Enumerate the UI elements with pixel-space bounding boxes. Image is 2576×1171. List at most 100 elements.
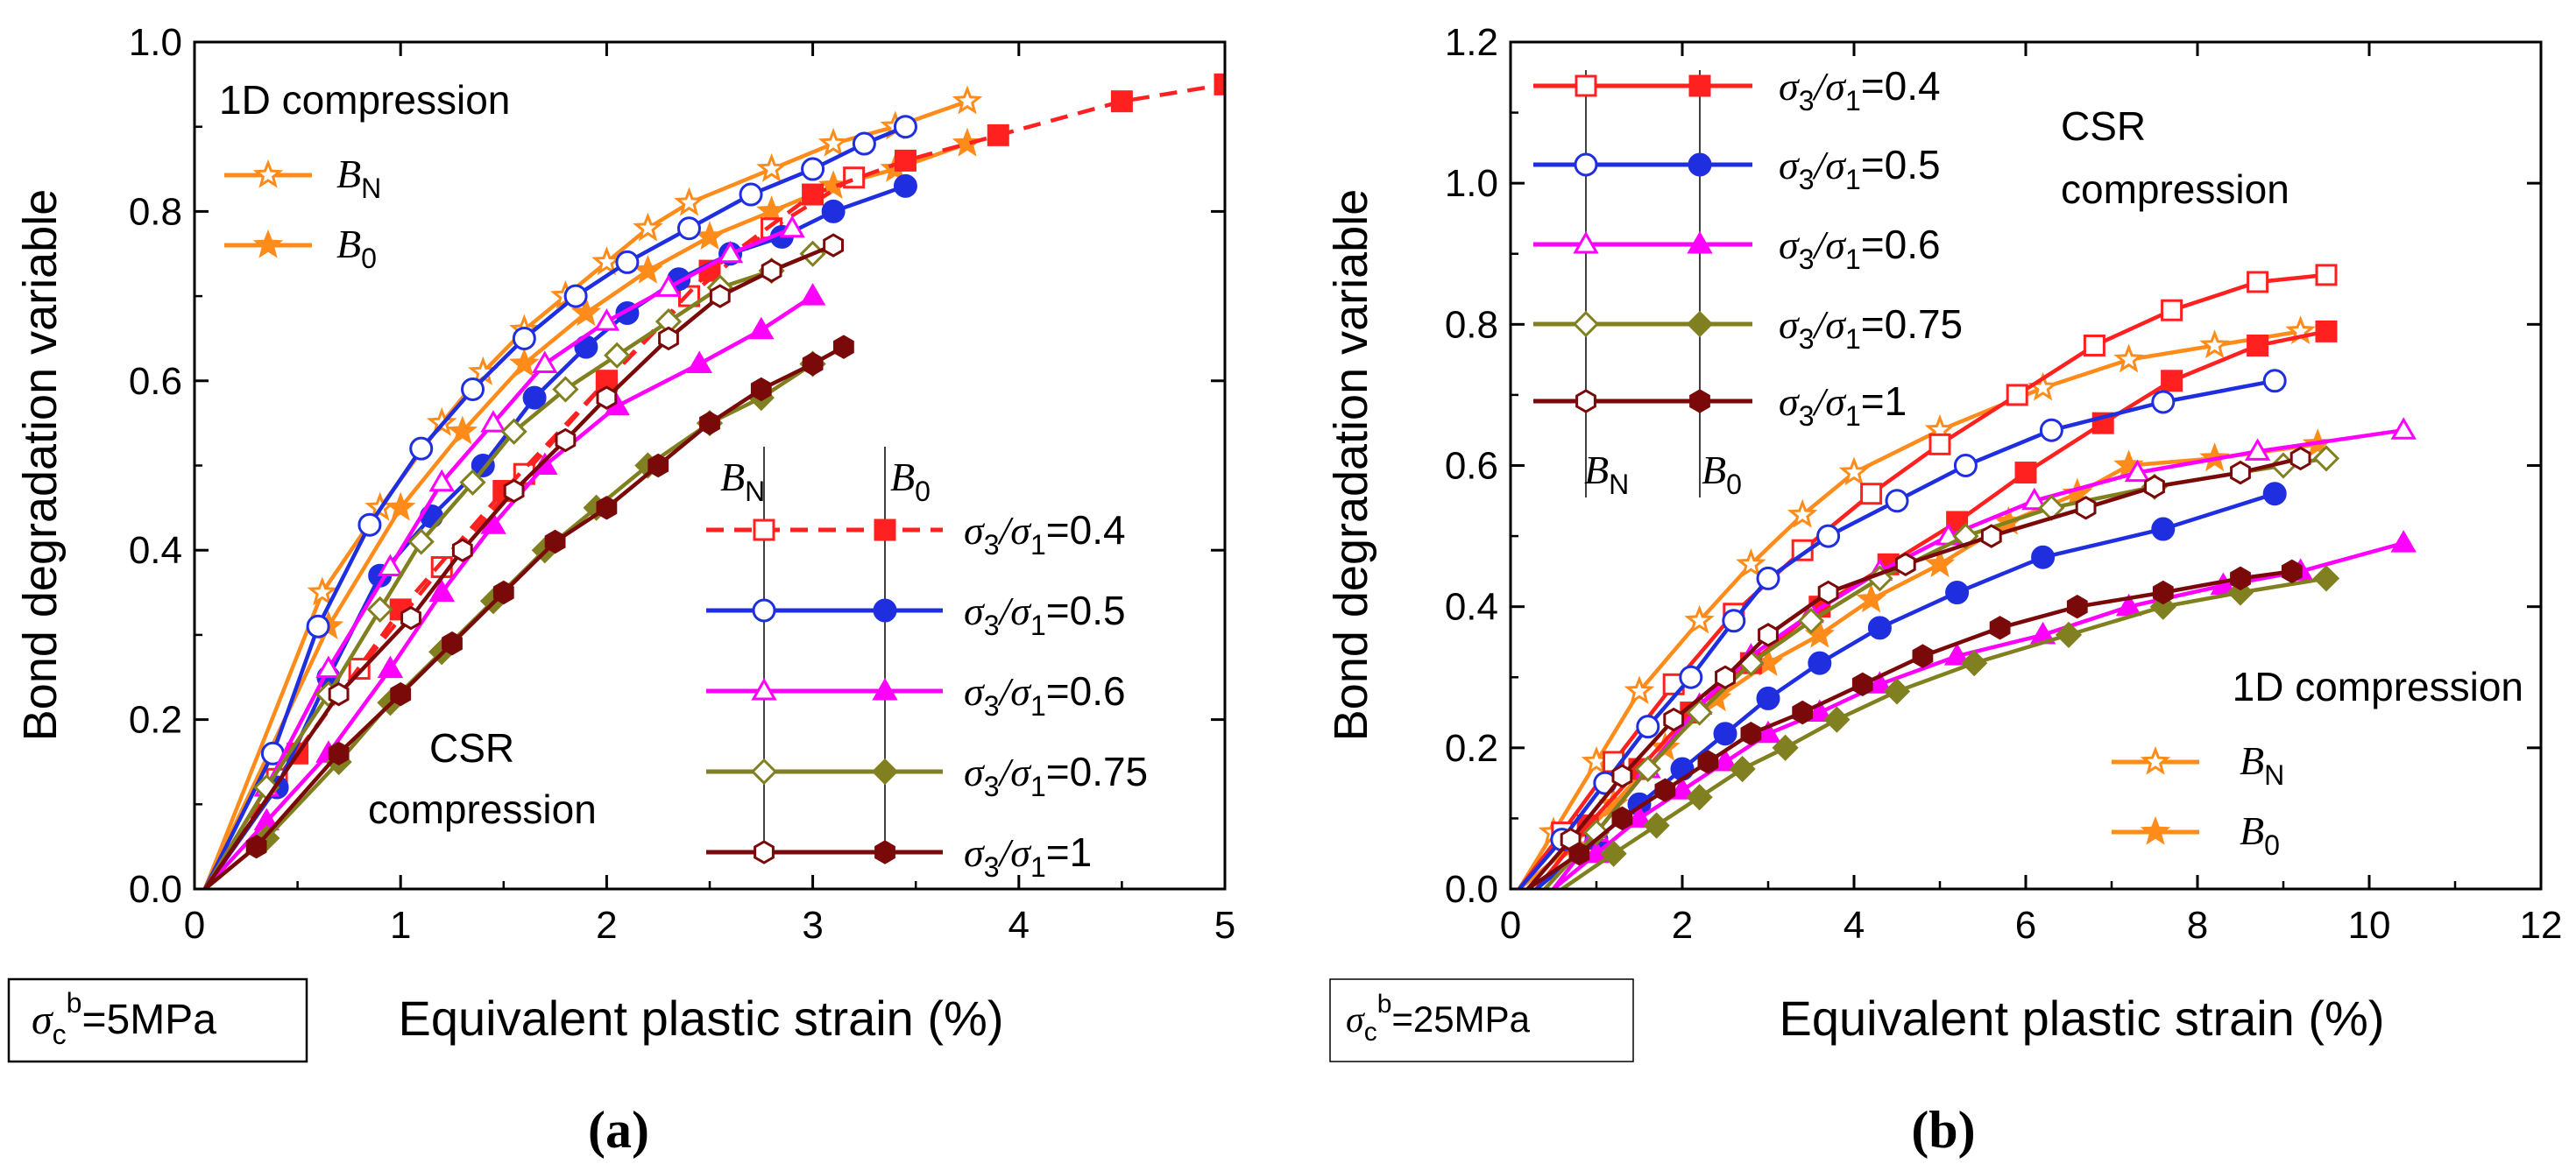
data-point xyxy=(2039,418,2063,442)
data-point xyxy=(555,427,577,453)
legend-star-open xyxy=(2140,745,2171,775)
data-point xyxy=(1697,750,1719,774)
data-point xyxy=(1715,665,1736,690)
data-point xyxy=(748,316,775,340)
data-point xyxy=(658,326,679,351)
legend-ratio-label: σ3/σ1=1 xyxy=(1779,378,1907,432)
data-point xyxy=(833,335,854,359)
panel-a-condition-box xyxy=(7,977,308,1063)
data-point xyxy=(633,254,663,284)
data-point xyxy=(593,308,620,331)
data-point xyxy=(2315,320,2338,342)
data-point xyxy=(245,834,267,859)
data-point xyxy=(1816,524,1841,548)
panel-b-legend-csr-bn-header: BN xyxy=(1584,448,1629,500)
data-point xyxy=(570,297,602,327)
legend-marker-filled xyxy=(1688,74,1711,97)
data-point xyxy=(686,350,713,373)
panel-b-legend-csr: σ3/σ1=0.4 σ3/σ1=0.5 σ3/σ1=0.6 σ3/σ1=0.75 σ3/… xyxy=(1533,63,1963,497)
legend-marker-filled xyxy=(873,598,897,623)
data-point xyxy=(648,453,669,478)
data-point xyxy=(843,166,866,189)
panel-a-condition-sup: b xyxy=(67,987,82,1019)
data-point xyxy=(802,183,824,206)
data-point xyxy=(1961,649,1988,677)
series--3-1-0-6-b-n xyxy=(202,215,805,889)
data-point xyxy=(366,596,393,624)
data-point xyxy=(852,131,876,156)
data-point xyxy=(676,216,701,241)
data-point xyxy=(1838,456,1870,486)
data-point xyxy=(893,115,917,139)
series-line xyxy=(1518,442,2318,889)
panel-a-legend-csr-title-1: CSR xyxy=(429,725,514,771)
data-point xyxy=(1600,840,1627,867)
legend-marker-open xyxy=(1574,152,1598,177)
data-point xyxy=(1953,454,1978,477)
data-point xyxy=(2390,417,2417,440)
x-tick-label: 3 xyxy=(802,904,823,947)
data-point xyxy=(1866,671,1893,694)
data-point xyxy=(709,284,731,308)
data-point xyxy=(1686,699,1713,726)
legend-marker-filled xyxy=(1688,152,1712,177)
data-point xyxy=(307,576,338,606)
data-point xyxy=(2124,459,2151,483)
data-point xyxy=(1740,721,1762,746)
panel-a-legend-1d-bn-label: BN xyxy=(336,152,381,204)
data-point xyxy=(1772,734,1799,761)
panel-a-series xyxy=(202,73,1225,889)
data-point xyxy=(2289,446,2311,471)
data-point xyxy=(1626,805,1652,828)
panel-a-ticks: 0 1 2 3 4 5 0.0 0.2 0.4 0.6 0.8 1.0 xyxy=(129,21,1235,947)
panel-b: 0 2 4 6 8 10 12 0.0 0.2 0.4 0.6 0.8 1.0 1.2 Bond degr… xyxy=(1325,21,2562,1159)
legend-marker-open xyxy=(751,677,777,701)
x-tick-label: 12 xyxy=(2520,904,2563,947)
y-tick-label: 1.0 xyxy=(1445,162,1498,205)
data-point xyxy=(390,681,412,707)
data-point xyxy=(451,538,473,562)
data-point xyxy=(377,554,404,576)
data-point xyxy=(694,221,725,250)
data-point xyxy=(509,348,540,377)
data-point xyxy=(952,85,983,115)
legend-marker-filled xyxy=(874,840,895,864)
y-tick-label: 1.0 xyxy=(129,21,182,64)
panel-a-condition-label: σcb=5MPa xyxy=(32,987,216,1050)
y-tick-label: 0.4 xyxy=(129,529,182,572)
legend-marker-filled xyxy=(1687,230,1713,254)
data-point xyxy=(2115,593,2142,617)
data-point xyxy=(591,246,622,276)
data-point xyxy=(2312,565,2340,592)
data-point xyxy=(1582,819,1610,846)
y-tick-label: 0.2 xyxy=(129,699,182,742)
legend-marker-open xyxy=(753,518,775,541)
legend-marker-open xyxy=(1575,389,1596,413)
panel-a-legend-csr: σ3/σ1=0.4 σ3/σ1=0.5 σ3/σ1=0.6 σ3/σ1=0.75 σ3/… xyxy=(706,447,1148,883)
data-point xyxy=(400,605,421,631)
data-point xyxy=(2199,329,2230,359)
data-point xyxy=(1867,616,1892,640)
data-point xyxy=(1755,720,1781,744)
data-point xyxy=(328,741,350,766)
data-point xyxy=(377,655,404,679)
data-point xyxy=(1713,722,1737,746)
panel-a-legend-1d-title: 1D compression xyxy=(219,77,510,123)
data-point xyxy=(544,529,566,554)
data-point xyxy=(761,258,782,283)
panel-b-legend-1d-b0-marker xyxy=(2140,815,2171,845)
data-point xyxy=(699,411,720,435)
series-1d-b-n xyxy=(202,85,983,889)
panel-b-legend-1d-bn-label: BN xyxy=(2240,738,2284,791)
series--3-1-0-75-b-0 xyxy=(1560,565,2340,889)
panel-b-y-axis-label: Bond degradation variable xyxy=(1325,189,1377,741)
legend-ratio-label: σ3/σ1=0.6 xyxy=(1779,222,1941,275)
data-point xyxy=(596,496,618,520)
data-point xyxy=(480,410,506,433)
data-point xyxy=(604,342,631,369)
legend-marker-open xyxy=(752,598,776,623)
data-point xyxy=(1669,777,1695,800)
legend-marker-filled xyxy=(1686,310,1714,338)
data-point xyxy=(1945,581,1970,605)
legend-ratio-label: σ3/σ1=0.5 xyxy=(1779,142,1941,195)
